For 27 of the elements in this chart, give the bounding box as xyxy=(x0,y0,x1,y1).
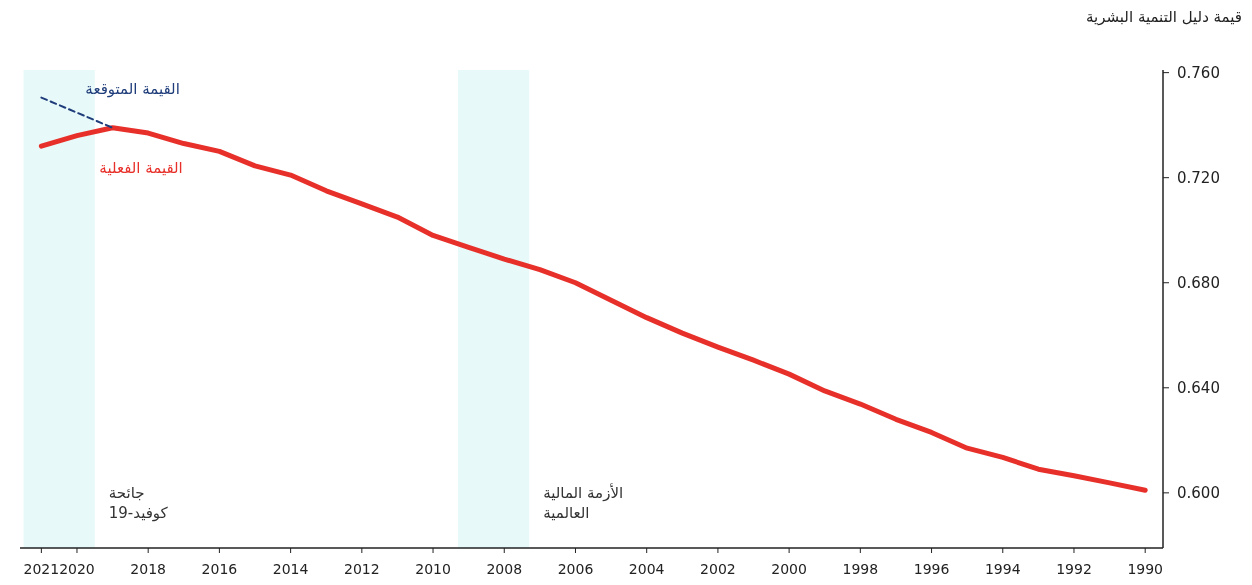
y-tick-label: 0.760 xyxy=(1177,63,1220,82)
x-tick-label: 2000 xyxy=(771,561,807,577)
y-tick-label: 0.680 xyxy=(1177,273,1220,292)
series-label: القيمة الفعلية xyxy=(99,159,183,178)
x-tick-label: 2021 xyxy=(23,561,60,577)
series-label: القيمة المتوقعة xyxy=(85,79,180,98)
x-tick-label: 2008 xyxy=(486,561,523,577)
x-tick-label: 1990 xyxy=(1127,561,1164,577)
band-label: جائحة كوفيد-19 xyxy=(108,484,169,522)
band-label: الأزمة المالية العالمية xyxy=(543,483,624,522)
x-tick-label: 1998 xyxy=(842,561,879,577)
x-tick-label: 2014 xyxy=(272,561,309,577)
x-tick-label: 1996 xyxy=(913,561,950,577)
y-axis-title: قيمة دليل التنمية البشرية xyxy=(1085,8,1242,26)
x-tick-label: 2004 xyxy=(628,561,665,577)
x-tick-label: 1994 xyxy=(984,561,1021,577)
y-tick-label: 0.720 xyxy=(1177,168,1220,187)
x-tick-label: 1992 xyxy=(1056,561,1092,577)
x-tick-label: 2002 xyxy=(700,561,736,577)
x-tick-label: 2020 xyxy=(59,561,95,577)
y-tick-label: 0.640 xyxy=(1177,378,1220,397)
x-tick-label: 2010 xyxy=(415,561,451,577)
x-tick-label: 2018 xyxy=(130,561,167,577)
x-tick-label: 2016 xyxy=(201,561,238,577)
y-tick-label: 0.600 xyxy=(1177,483,1220,502)
x-tick-label: 2006 xyxy=(557,561,594,577)
x-tick-label: 2012 xyxy=(344,561,380,577)
